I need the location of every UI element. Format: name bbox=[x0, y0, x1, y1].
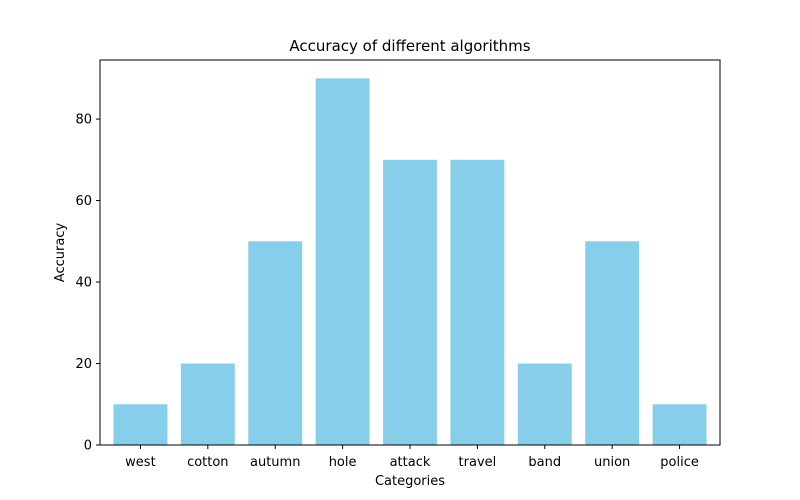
x-tick-label-band: band bbox=[528, 455, 561, 470]
bar-band bbox=[517, 363, 572, 445]
bar-hole bbox=[315, 78, 370, 445]
bar-police bbox=[652, 404, 707, 445]
y-tick-label: 80 bbox=[75, 113, 92, 128]
bars-group bbox=[113, 78, 707, 445]
x-tick-label-cotton: cotton bbox=[187, 455, 229, 470]
y-axis: 0 20 40 60 80 bbox=[75, 113, 100, 454]
x-axis: west cotton autumn hole attack travel band unio… bbox=[125, 445, 699, 470]
x-tick-label-travel: travel bbox=[459, 455, 497, 470]
x-tick-label-police: police bbox=[660, 455, 699, 470]
x-tick-label-union: union bbox=[594, 455, 630, 470]
y-tick-label: 20 bbox=[75, 357, 92, 372]
x-tick-label-attack: attack bbox=[390, 455, 431, 470]
bar-autumn bbox=[248, 241, 303, 445]
bar-attack bbox=[383, 159, 437, 445]
x-tick-label-autumn: autumn bbox=[250, 455, 300, 470]
bar-union bbox=[585, 241, 640, 445]
y-axis-label: Accuracy bbox=[53, 223, 68, 283]
x-axis-label: Categories bbox=[375, 474, 445, 489]
y-tick-label: 60 bbox=[75, 194, 92, 209]
bar-cotton bbox=[180, 363, 235, 445]
bar-travel bbox=[450, 159, 505, 445]
y-tick-label: 0 bbox=[84, 439, 92, 454]
bar-west bbox=[113, 404, 168, 445]
x-tick-label-hole: hole bbox=[329, 455, 357, 470]
x-tick-label-west: west bbox=[125, 455, 156, 470]
chart-title: Accuracy of different algorithms bbox=[289, 37, 530, 55]
y-tick-label: 40 bbox=[75, 276, 92, 291]
